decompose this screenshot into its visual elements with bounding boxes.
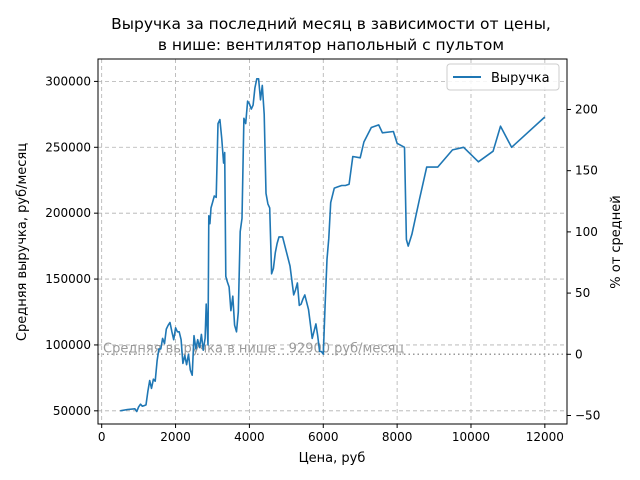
chart-title-line-1: Выручка за последний месяц в зависимости… <box>111 15 551 33</box>
y-right-tick-label: 200 <box>575 102 598 116</box>
y-axis-right-label: % от средней <box>609 195 624 288</box>
x-tick-label: 12000 <box>526 430 564 444</box>
x-tick-label: 8000 <box>382 430 413 444</box>
y-tick-label: 150000 <box>45 272 91 286</box>
legend-box <box>446 63 560 91</box>
legend-label: Выручка <box>491 71 550 86</box>
y-tick-label: 250000 <box>45 140 91 154</box>
reference-layer: Средняя выручка в нише - 92900 руб/месяц <box>98 341 567 356</box>
x-tick-label: 10000 <box>452 430 490 444</box>
reference-label: Средняя выручка в нише - 92900 руб/месяц <box>103 341 404 356</box>
x-tick-label: 2000 <box>160 430 191 444</box>
y-axis-label: Средняя выручка, руб/месяц <box>15 143 30 341</box>
axes-layer: 0 2000 4000 6000 8000 10000 120005000010000015… <box>45 58 600 444</box>
y-right-tick-label: −50 <box>575 409 600 423</box>
y-right-tick-label: 50 <box>575 286 590 300</box>
x-tick-label: 4000 <box>234 430 265 444</box>
x-axis-label: Цена, руб <box>299 451 366 466</box>
y-tick-label: 50000 <box>53 404 91 418</box>
chart-title-line-2: в нише: вентилятор напольный с пультом <box>158 36 504 54</box>
y-tick-label: 200000 <box>45 206 91 220</box>
x-tick-label: 0 <box>98 430 106 444</box>
legend: Выручка <box>446 63 560 91</box>
series-line-revenue <box>120 78 546 413</box>
y-right-tick-label: 100 <box>575 225 598 239</box>
y-right-tick-label: 150 <box>575 164 598 178</box>
x-tick-label: 6000 <box>308 430 339 444</box>
y-tick-label: 100000 <box>45 338 91 352</box>
y-tick-label: 300000 <box>45 74 91 88</box>
series-layer <box>120 78 546 413</box>
y-right-tick-label: 0 <box>575 347 583 361</box>
grid <box>98 59 567 424</box>
plot-frame <box>97 58 568 425</box>
